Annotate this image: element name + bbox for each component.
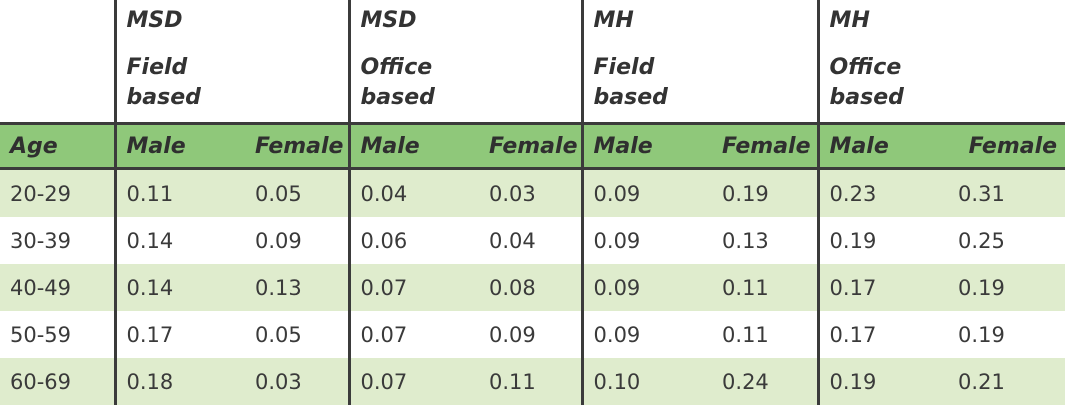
value-cell: 0.05 [245,168,350,217]
group-header-mh-field: MH Field based [580,0,819,124]
age-cell: 20-29 [0,168,115,217]
value-cell: 0.09 [580,264,713,311]
table-row: 50-59 0.17 0.05 0.07 0.09 0.09 0.11 0.17… [0,311,1065,358]
group-subtitle-line1: Field [593,55,655,80]
value-cell: 0.07 [347,358,480,405]
column-header-male: Male [816,122,949,170]
group-title: MH [593,8,634,33]
value-cell: 0.04 [479,217,583,264]
age-cell: 50-59 [0,311,115,358]
value-cell: 0.13 [712,217,819,264]
column-header-female: Female [712,122,819,170]
value-cell: 0.11 [712,264,819,311]
column-header-age: Age [0,122,115,170]
table-row: 20-29 0.11 0.05 0.04 0.03 0.09 0.19 0.23… [0,168,1065,217]
group-subtitle-line2: based [829,85,904,110]
column-header-female: Female [948,122,1065,170]
value-cell: 0.24 [712,358,819,405]
value-cell: 0.21 [948,358,1065,405]
group-subtitle-line2: based [360,85,435,110]
column-header-male: Male [580,122,713,170]
value-cell: 0.19 [816,217,949,264]
value-cell: 0.05 [245,311,350,358]
group-subtitle-line1: Office [829,55,902,80]
value-cell: 0.07 [347,264,480,311]
value-cell: 0.10 [580,358,713,405]
value-cell: 0.11 [712,311,819,358]
value-cell: 0.03 [245,358,350,405]
group-header-msd-office: MSD Office based [347,0,583,124]
group-header-mh-office: MH Office based [816,0,1065,124]
value-cell: 0.09 [580,311,713,358]
value-cell: 0.06 [347,217,480,264]
value-cell: 0.09 [479,311,583,358]
value-cell: 0.13 [245,264,350,311]
value-cell: 0.19 [816,358,949,405]
value-cell: 0.04 [347,168,480,217]
value-cell: 0.09 [245,217,350,264]
value-cell: 0.03 [479,168,583,217]
age-cell: 60-69 [0,358,115,405]
table-row: 60-69 0.18 0.03 0.07 0.11 0.10 0.24 0.19… [0,358,1065,405]
group-subtitle-line1: Office [360,55,433,80]
value-cell: 0.09 [580,168,713,217]
value-cell: 0.08 [479,264,583,311]
column-header-row: Age Male Female Male Female Male Female … [0,122,1065,170]
group-title: MH [829,8,870,33]
table-row: 30-39 0.14 0.09 0.06 0.04 0.09 0.13 0.19… [0,217,1065,264]
column-header-male: Male [347,122,480,170]
group-title: MSD [126,8,183,33]
corner-cell [0,0,115,124]
value-cell: 0.19 [948,311,1065,358]
column-header-female: Female [245,122,350,170]
table-row: 40-49 0.14 0.13 0.07 0.08 0.09 0.11 0.17… [0,264,1065,311]
group-title: MSD [360,8,417,33]
value-cell: 0.23 [816,168,949,217]
group-subtitle-line1: Field [126,55,188,80]
value-cell: 0.19 [948,264,1065,311]
group-header-row: MSD Field based MSD Office based MH Fiel… [0,0,1065,124]
value-cell: 0.11 [479,358,583,405]
column-header-female: Female [479,122,583,170]
group-header-msd-field: MSD Field based [113,0,350,124]
value-cell: 0.17 [113,311,245,358]
value-cell: 0.14 [113,217,245,264]
value-cell: 0.31 [948,168,1065,217]
column-header-male: Male [113,122,245,170]
value-cell: 0.14 [113,264,245,311]
value-cell: 0.07 [347,311,480,358]
value-cell: 0.11 [113,168,245,217]
value-cell: 0.17 [816,311,949,358]
value-cell: 0.09 [580,217,713,264]
value-cell: 0.25 [948,217,1065,264]
age-cell: 30-39 [0,217,115,264]
group-subtitle-line2: based [593,85,668,110]
group-subtitle-line2: based [126,85,201,110]
value-cell: 0.18 [113,358,245,405]
age-cell: 40-49 [0,264,115,311]
value-cell: 0.19 [712,168,819,217]
value-cell: 0.17 [816,264,949,311]
